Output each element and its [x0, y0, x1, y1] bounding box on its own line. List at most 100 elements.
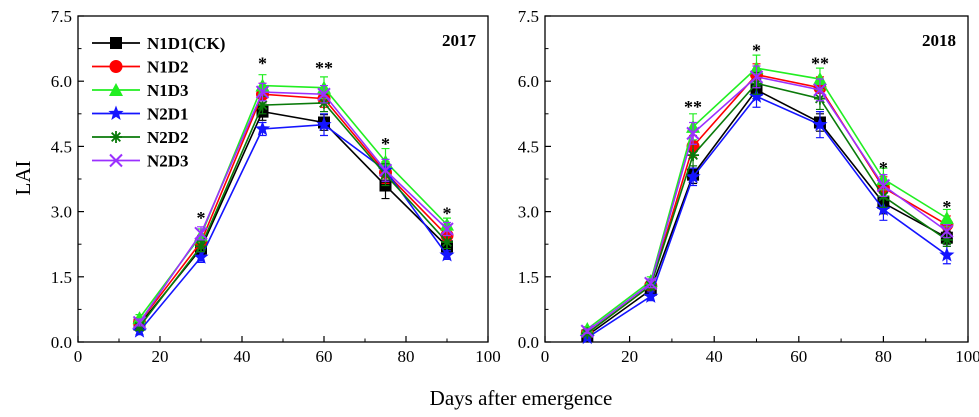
data-point	[194, 226, 208, 241]
y-tick-label: 7.5	[51, 7, 72, 26]
data-point	[255, 85, 270, 99]
legend-label: N2D2	[147, 128, 189, 147]
data-point	[940, 233, 953, 246]
data-point	[378, 163, 393, 178]
legend-label: N1D2	[147, 58, 189, 77]
series-n2d1	[579, 84, 955, 345]
data-point	[440, 222, 454, 236]
data-point	[749, 70, 764, 84]
legend-label: N1D1(CK)	[147, 34, 225, 53]
data-point	[748, 88, 765, 103]
x-tick-label: 20	[621, 347, 638, 366]
series-n1d2	[580, 63, 954, 340]
legend-item: N1D2	[92, 58, 189, 77]
legend-marker	[109, 60, 123, 73]
significance-mark: **	[811, 54, 829, 74]
series-line	[586, 73, 948, 334]
significance-mark: *	[197, 208, 206, 228]
plot-frame	[77, 15, 489, 343]
data-point	[132, 315, 147, 330]
data-point	[256, 99, 269, 112]
series-line	[138, 110, 448, 326]
series-line	[138, 91, 448, 323]
data-point	[876, 178, 891, 193]
panel-label: 2017	[442, 31, 477, 50]
legend-marker	[109, 83, 123, 96]
y-tick-label: 6.0	[51, 72, 72, 91]
data-point	[940, 224, 954, 238]
y-tick-label: 0.0	[51, 333, 72, 352]
legend: N1D1(CK) N1D2 N1D3 N2D1 N2D2 N2D3	[92, 34, 225, 171]
series-n2d3	[132, 82, 454, 330]
panel-label: 2018	[922, 31, 956, 50]
series-line	[138, 102, 448, 328]
series-n1d1-ck	[581, 80, 953, 342]
y-tick-label: 6.0	[518, 72, 539, 91]
legend-item: N2D1	[92, 105, 189, 124]
x-tick-label: 80	[398, 347, 415, 366]
x-tick-label: 0	[541, 347, 550, 366]
panel-2018: 0 20 40 60 80 1000.01.53.04.56.07.52018******…	[518, 7, 979, 366]
y-tick-label: 3.0	[518, 203, 539, 222]
data-point	[254, 121, 271, 136]
x-axis-title: Days after emergence	[430, 386, 613, 410]
legend-marker	[110, 37, 122, 49]
legend-label: N2D3	[147, 152, 189, 171]
x-tick-label: 100	[955, 347, 979, 366]
significance-mark: *	[258, 54, 267, 74]
x-tick-label: 40	[234, 347, 251, 366]
data-point	[195, 240, 207, 253]
y-tick-label: 3.0	[51, 203, 72, 222]
series-line	[138, 123, 448, 332]
data-point	[875, 201, 892, 216]
x-tick-label: 100	[475, 347, 501, 366]
significance-mark: **	[315, 58, 333, 78]
significance-mark: *	[942, 197, 951, 217]
data-point	[439, 247, 455, 262]
legend-item: N2D2	[92, 128, 189, 147]
series-n2d3	[580, 65, 954, 338]
legend-item: N2D3	[92, 152, 189, 171]
data-point	[580, 324, 595, 338]
data-point	[812, 116, 828, 132]
y-tick-label: 1.5	[518, 268, 539, 287]
data-point	[316, 116, 332, 132]
legend-marker	[110, 131, 122, 143]
series-n2d1	[131, 113, 455, 338]
y-axis-title: LAI	[11, 161, 35, 196]
legend-item: N1D1(CK)	[92, 34, 225, 53]
data-point	[193, 249, 209, 264]
x-tick-label: 0	[74, 347, 83, 366]
data-point	[643, 288, 659, 303]
data-point	[687, 149, 700, 162]
y-tick-label: 4.5	[518, 137, 539, 156]
series-line	[586, 88, 948, 337]
legend-marker	[109, 153, 123, 168]
significance-mark: *	[879, 158, 888, 178]
x-tick-label: 80	[875, 347, 892, 366]
data-point	[133, 320, 146, 333]
y-tick-label: 7.5	[518, 7, 539, 26]
series-line	[586, 95, 948, 339]
data-point	[685, 168, 701, 184]
x-tick-label: 40	[706, 347, 723, 366]
legend-label: N2D1	[147, 105, 189, 124]
x-tick-label: 60	[316, 347, 333, 366]
data-point	[132, 311, 147, 325]
significance-mark: *	[443, 204, 452, 224]
significance-mark: *	[752, 41, 761, 61]
series-line	[138, 93, 448, 323]
x-tick-label: 20	[152, 347, 169, 366]
y-tick-label: 1.5	[51, 268, 72, 287]
significance-mark: **	[684, 97, 702, 117]
y-tick-label: 0.0	[518, 333, 539, 352]
data-point	[441, 236, 453, 249]
data-point	[813, 83, 827, 97]
legend-label: N1D3	[147, 81, 189, 100]
y-tick-label: 4.5	[51, 137, 72, 156]
data-point	[317, 87, 331, 101]
